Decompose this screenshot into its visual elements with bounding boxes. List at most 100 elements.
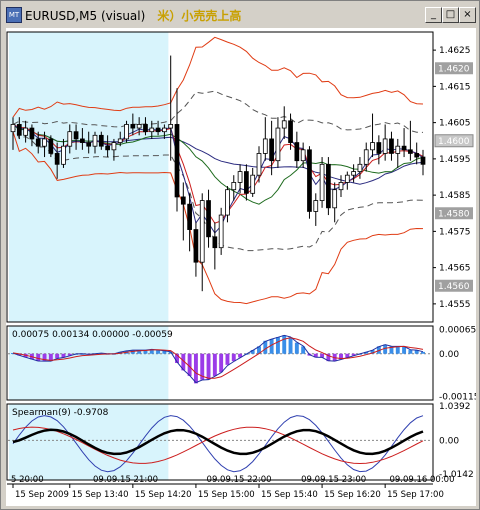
- upper-envelope-line: [12, 36, 424, 118]
- macd-tick-label: 0.00: [439, 350, 459, 360]
- time-axis-label: 15 Sep 2009: [15, 490, 69, 500]
- macd-bar: [238, 353, 243, 358]
- bull-candle: [67, 131, 73, 147]
- chart-area[interactable]: 1.4625 1.4615 1.4605 1.4595 1.4585 1.4575 1.45…: [6, 28, 476, 506]
- macd-bar: [263, 340, 268, 354]
- bear-candle: [269, 138, 274, 162]
- price-tick-label: 1.4575: [439, 227, 471, 237]
- level-label: 1.4560: [438, 282, 470, 292]
- bull-candle: [395, 145, 401, 154]
- current-price-box: [434, 134, 474, 148]
- macd-tick-label: 0.00065: [439, 326, 476, 336]
- minimize-button[interactable]: _: [425, 7, 442, 23]
- macd-bar: [206, 353, 211, 380]
- bull-candle: [111, 142, 117, 151]
- level-label: 1.4620: [438, 64, 470, 74]
- bear-candle: [48, 138, 54, 154]
- bull-candle: [357, 163, 363, 172]
- macd-bar: [187, 353, 192, 376]
- bear-candle: [206, 200, 211, 238]
- bear-candle: [389, 138, 394, 154]
- bull-candle: [250, 174, 256, 194]
- bull-candle: [61, 145, 66, 165]
- bear-candle: [143, 124, 148, 133]
- macd-bar: [130, 350, 135, 354]
- bull-candle: [162, 127, 167, 133]
- spearman-header: Spearman(9) -0.9708: [12, 408, 109, 418]
- time-axis-label: 15 Sep 13:40: [72, 490, 129, 500]
- spearman-slow-line: [12, 426, 424, 465]
- session-highlight: [9, 32, 169, 322]
- current-price-label: 1.4600: [438, 137, 470, 147]
- bull-candle: [351, 171, 356, 176]
- bull-candle: [300, 149, 306, 162]
- bull-candle: [281, 120, 287, 129]
- macd-bar: [402, 346, 407, 354]
- price-tick-label: 1.4585: [439, 191, 471, 201]
- level-label-box: [435, 279, 473, 292]
- session-time-label: 09.09.16 00:00: [389, 475, 454, 485]
- macd-bar: [250, 350, 255, 354]
- session-highlight: [9, 326, 169, 400]
- time-axis-label: 15 Sep 17:00: [387, 490, 444, 500]
- bull-candle: [149, 127, 155, 133]
- macd-bar: [282, 335, 287, 354]
- macd-bar: [162, 350, 167, 354]
- bull-candle: [136, 124, 142, 129]
- bear-candle: [155, 127, 161, 133]
- bull-candle: [23, 127, 28, 136]
- macd-bar: [61, 353, 66, 358]
- session-time-label: 09.09.15 23:00: [301, 475, 366, 485]
- lower-envelope-line: [12, 131, 424, 305]
- price-tick-label: 1.4555: [439, 300, 471, 310]
- bear-candle: [130, 124, 136, 129]
- macd-bar: [364, 351, 369, 354]
- spearman-tick-label: 0.00: [439, 436, 459, 446]
- macd-bar: [225, 353, 230, 365]
- macd-bar: [212, 353, 217, 376]
- macd-bar: [339, 353, 343, 360]
- title-bar[interactable]: MT EURUSD,M5 (visual) 米）小売売上高 _ □ ×: [3, 3, 477, 27]
- macd-bar: [231, 353, 236, 362]
- window-title: EURUSD,M5 (visual) 米）小売売上高: [25, 7, 241, 24]
- close-button[interactable]: ×: [459, 7, 476, 23]
- macd-bar: [275, 337, 280, 354]
- bear-candle: [401, 145, 407, 151]
- macd-bar: [67, 353, 72, 356]
- bear-candle: [326, 163, 331, 209]
- macd-bar: [326, 353, 331, 362]
- bear-candle: [288, 120, 293, 143]
- macd-bar: [143, 350, 148, 354]
- macd-bar: [149, 349, 154, 354]
- macd-bar: [168, 351, 173, 354]
- bull-candle: [363, 149, 369, 165]
- bull-candle: [256, 153, 262, 176]
- macd-bar: [294, 342, 299, 354]
- bear-candle: [193, 229, 199, 263]
- macd-bar: [269, 338, 274, 354]
- macd-bar: [200, 353, 205, 380]
- bull-candle: [382, 138, 388, 154]
- macd-bar: [288, 337, 293, 354]
- macd-line: [12, 334, 424, 384]
- price-tick-label: 1.4565: [439, 264, 471, 274]
- macd-header: 0.00075 0.00134 0.00000 -0.00059: [12, 330, 173, 340]
- macd-bar: [42, 353, 47, 362]
- bull-candle: [10, 124, 16, 133]
- maximize-button[interactable]: □: [442, 7, 459, 23]
- macd-bar: [414, 350, 419, 354]
- macd-bar: [395, 346, 400, 354]
- macd-bar: [408, 350, 413, 354]
- price-chart[interactable]: 1.4625 1.4615 1.4605 1.4595 1.4585 1.4575 1.45…: [6, 28, 476, 506]
- bull-candle: [168, 124, 174, 129]
- macd-bar: [193, 353, 198, 384]
- bull-candle: [117, 138, 123, 143]
- bear-candle: [86, 142, 92, 147]
- bear-candle: [244, 171, 249, 194]
- level-label-box: [435, 207, 473, 220]
- window-title-text: EURUSD,M5 (visual): [25, 9, 146, 23]
- macd-bar: [320, 353, 325, 358]
- level-label: 1.4580: [438, 209, 470, 219]
- indicator-panel-frame: [6, 325, 434, 401]
- bear-candle: [294, 142, 300, 162]
